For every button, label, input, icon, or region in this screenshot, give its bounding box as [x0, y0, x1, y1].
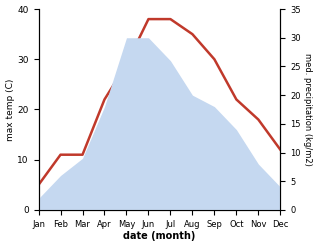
X-axis label: date (month): date (month)	[123, 231, 196, 242]
Y-axis label: max temp (C): max temp (C)	[5, 78, 15, 141]
Y-axis label: med. precipitation (kg/m2): med. precipitation (kg/m2)	[303, 53, 313, 166]
